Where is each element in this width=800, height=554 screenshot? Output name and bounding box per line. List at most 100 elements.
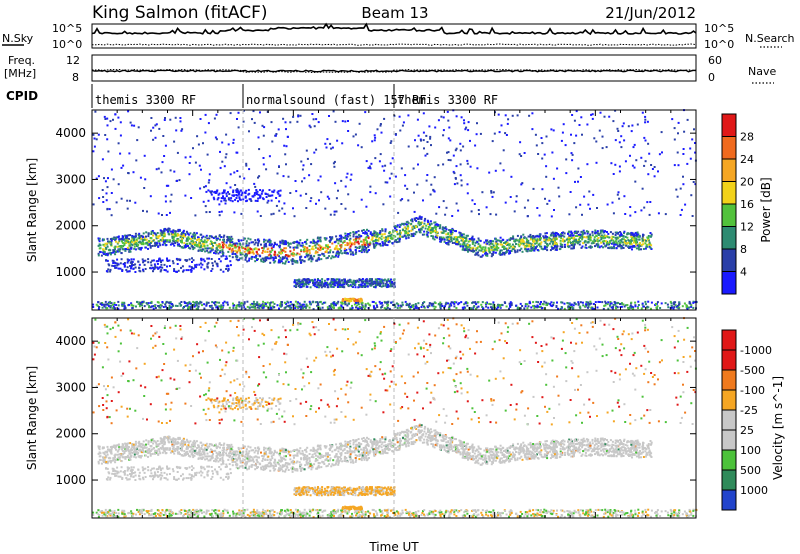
power-cell — [226, 238, 229, 241]
power-cell — [290, 259, 293, 262]
power-cell — [96, 304, 99, 307]
power-cell — [473, 238, 476, 241]
power-cell — [340, 249, 343, 252]
power-cell — [171, 231, 174, 234]
power-cell — [423, 305, 425, 308]
power-cell — [629, 154, 631, 157]
power-cell — [128, 259, 131, 262]
power-cell — [273, 250, 276, 253]
power-cell — [140, 234, 143, 237]
power-cell — [210, 270, 213, 272]
power-cell — [258, 248, 260, 251]
power-cell — [176, 270, 178, 273]
power-cell — [317, 254, 320, 256]
power-cell — [307, 283, 310, 285]
power-cell — [374, 278, 377, 281]
power-cell — [159, 258, 162, 261]
power-cell — [563, 232, 566, 235]
power-cell — [572, 247, 575, 250]
power-cell — [352, 281, 355, 284]
power-cell — [632, 233, 635, 236]
power-cell — [258, 307, 261, 310]
power-cell — [291, 262, 294, 265]
power-cell — [283, 257, 286, 260]
power-cell — [482, 250, 485, 253]
power-cell — [107, 240, 109, 243]
power-cell — [383, 239, 386, 242]
power-cell — [673, 164, 676, 167]
power-cell — [525, 248, 528, 251]
power-cell — [385, 240, 387, 243]
power-cell — [308, 279, 311, 282]
power-cell — [533, 307, 536, 310]
power-cell — [398, 240, 401, 243]
power-cell — [255, 247, 258, 250]
power-cell — [650, 233, 653, 236]
power-cell — [440, 303, 443, 306]
power-cell — [162, 235, 165, 238]
power-cell — [527, 235, 530, 238]
power-cell — [364, 238, 367, 241]
power-cell — [445, 228, 448, 231]
power-cell — [456, 238, 459, 241]
power-cell — [304, 278, 307, 281]
power-cell — [477, 251, 479, 254]
power-cell — [553, 233, 555, 235]
power-cell — [398, 238, 401, 241]
power-cell — [254, 185, 257, 188]
power-cell — [566, 243, 569, 246]
power-cell — [318, 281, 321, 284]
power-cell — [569, 234, 572, 237]
power-cell — [104, 300, 107, 303]
power-cell — [423, 301, 426, 304]
power-cell — [103, 305, 106, 308]
power-cell — [358, 247, 361, 249]
noise-tick-bottom-left: 10^0 — [52, 38, 82, 51]
power-cell — [676, 306, 679, 309]
power-cell — [548, 242, 551, 245]
power-cell — [235, 197, 238, 199]
power-cell — [122, 304, 125, 307]
power-cell — [243, 301, 246, 304]
power-cell — [656, 301, 659, 304]
power-cell — [203, 260, 206, 263]
power-cell — [234, 198, 237, 201]
power-cell — [356, 235, 359, 238]
power-cell — [158, 127, 161, 130]
power-cell — [149, 245, 152, 248]
power-cell — [106, 117, 109, 120]
power-cell — [205, 234, 208, 237]
power-cell — [272, 191, 275, 194]
power-cell — [427, 226, 430, 228]
power-cell — [489, 303, 492, 306]
power-cell — [410, 222, 413, 225]
power-cell — [642, 248, 645, 250]
power-cell — [643, 206, 646, 209]
power-cell — [161, 231, 164, 234]
power-cell — [109, 120, 112, 123]
power-cell — [145, 231, 148, 234]
power-cell — [262, 163, 265, 166]
power-cell — [590, 113, 593, 116]
power-cell — [485, 239, 487, 242]
power-cell — [146, 210, 148, 213]
power-cell — [530, 235, 533, 238]
power-cell — [191, 236, 194, 239]
power-cell — [352, 235, 355, 238]
power-cell — [551, 231, 554, 234]
power-cell — [593, 308, 596, 310]
power-cell — [263, 244, 266, 247]
power-cell — [320, 283, 323, 285]
power-cell — [205, 240, 208, 243]
power-cell — [518, 240, 521, 243]
power-cell — [192, 241, 195, 244]
power-cell — [337, 253, 340, 256]
power-cell — [406, 224, 409, 227]
power-cell — [459, 163, 462, 166]
power-cell — [340, 285, 343, 288]
power-cell — [319, 240, 322, 243]
power-cell — [532, 235, 535, 237]
power-cell — [318, 301, 321, 304]
power-cell — [475, 303, 478, 306]
power-cell — [195, 232, 198, 235]
